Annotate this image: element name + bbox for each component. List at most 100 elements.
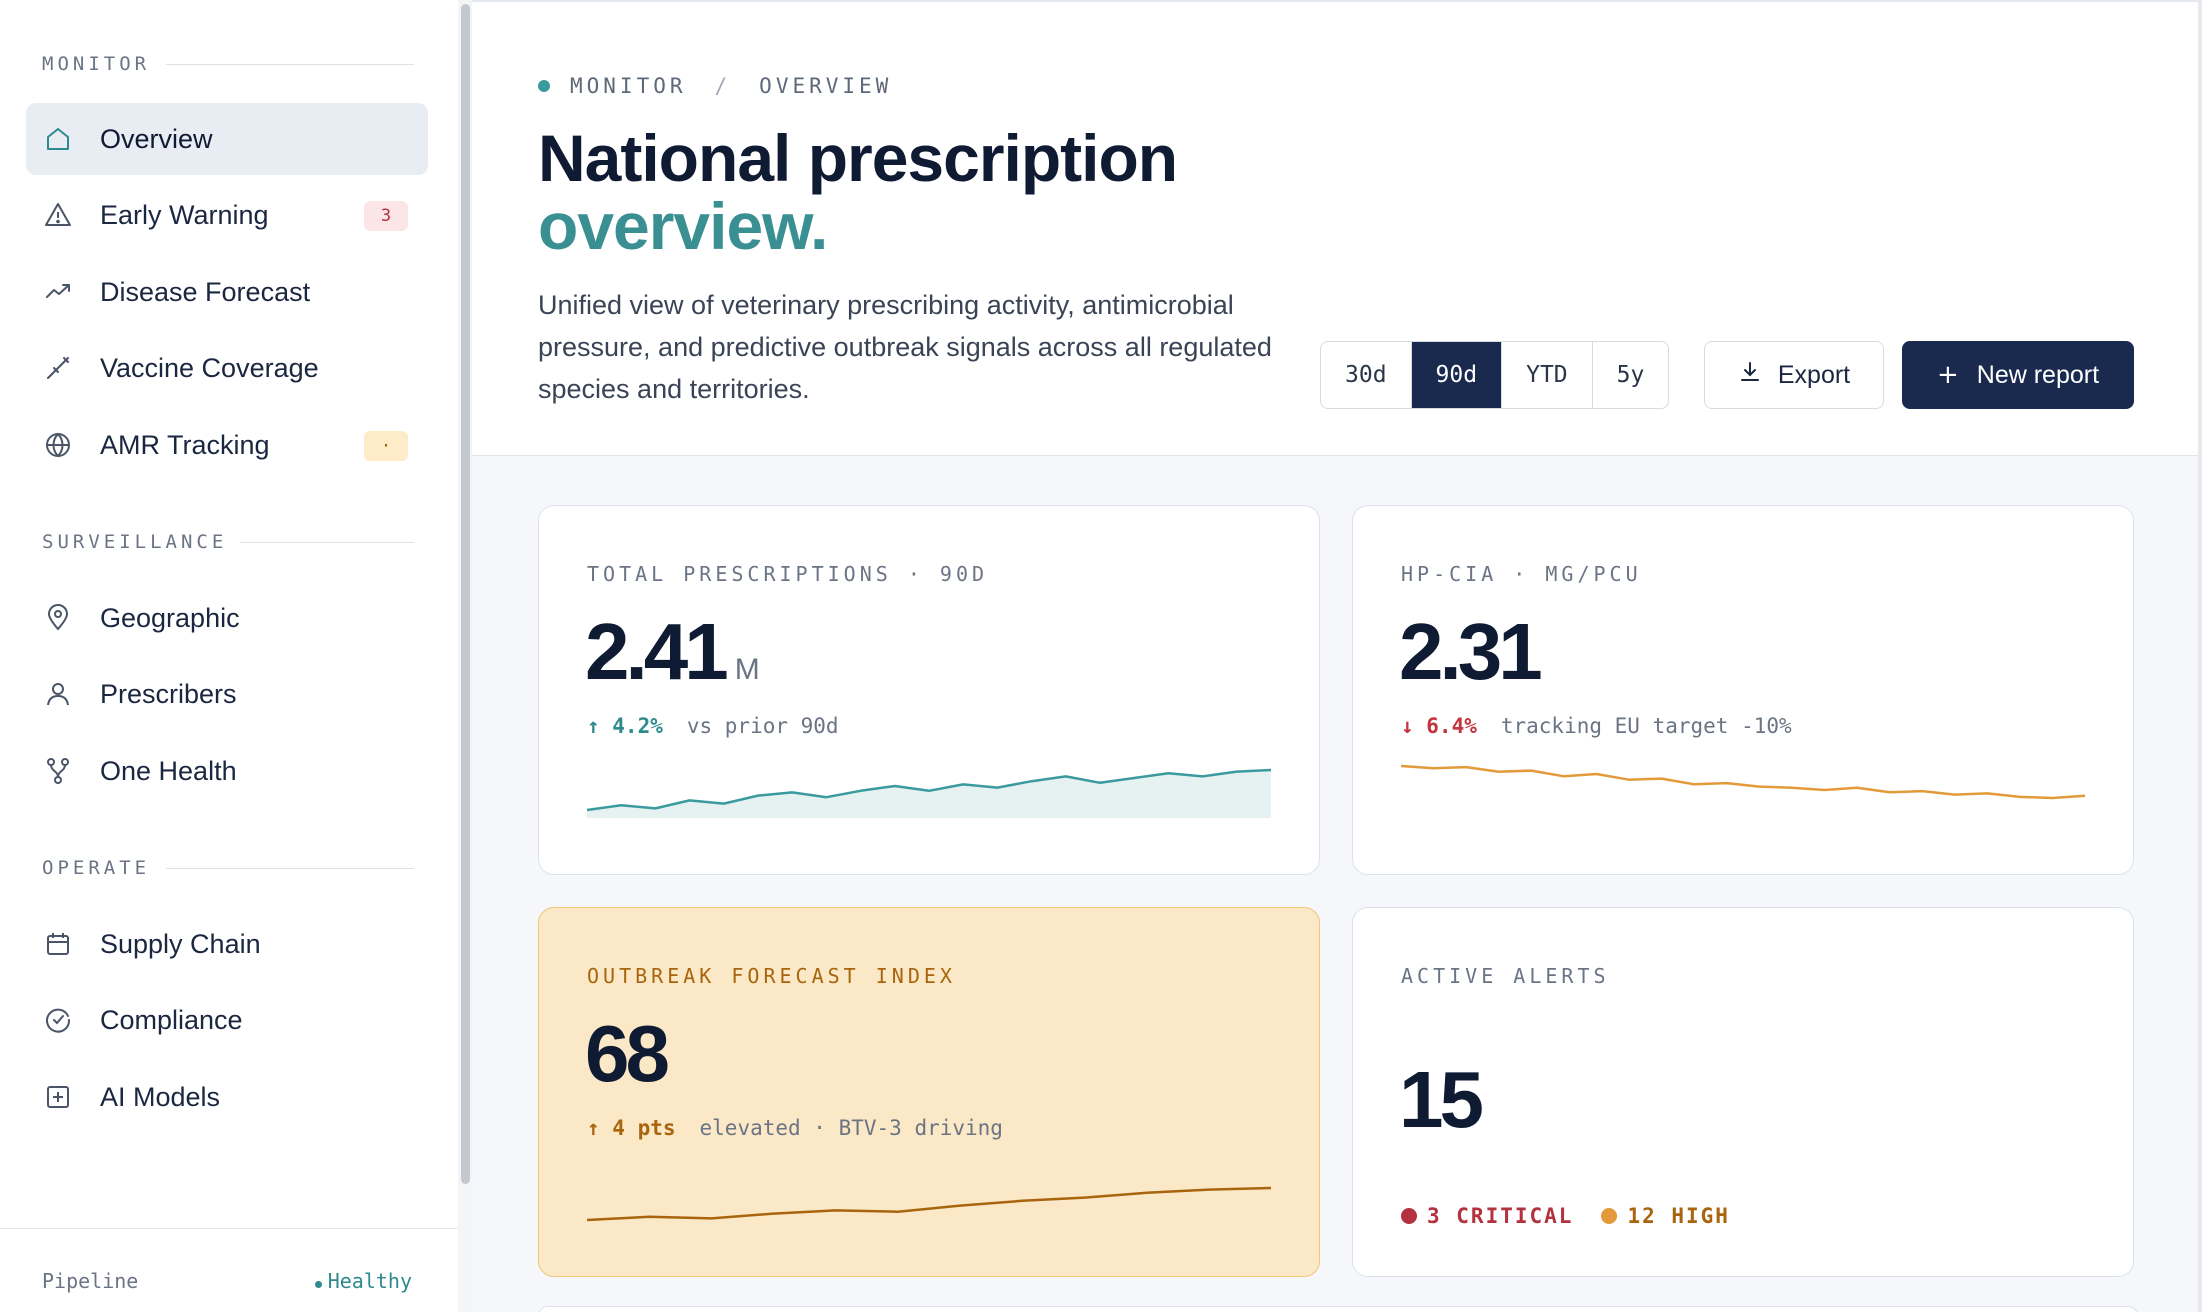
sparkline-area [587,770,1271,818]
sidebar-item-compliance[interactable]: Compliance [26,984,428,1056]
section-label-monitor: MONITOR [42,53,151,75]
alert-breakdown: 3 CRITICAL 12 HIGH [1401,1204,1730,1228]
card-value-number: 68 [585,1009,670,1098]
new-report-button-label: New report [1976,360,2100,389]
breadcrumb: MONITOR / OVERVIEW [538,70,892,102]
card-value-number: 2.41 [585,607,729,696]
status-dot-icon [314,1280,322,1288]
delta-value: ↓ 6.4% [1401,714,1477,738]
plus-icon: + [1936,360,1959,390]
sparkline-series [587,1186,1271,1222]
new-report-button[interactable]: + New report [1902,341,2134,409]
branch-icon [44,757,72,785]
sidebar-item-ai-models[interactable]: AI Models [26,1061,428,1133]
sparkline-outbreak [587,1186,1271,1222]
delta-note: vs prior 90d [686,714,839,738]
page-subtitle: Unified view of veterinary prescribing a… [538,290,1272,404]
delta-note: tracking EU target -10% [1500,714,1792,738]
high-dot-icon [1601,1208,1618,1224]
export-button[interactable]: Export [1704,341,1884,409]
sidebar: MONITOR Overview Early Warning 3 Disease… [0,0,472,1312]
section-label-operate: OPERATE [42,857,151,879]
card-value: 2.31 [1399,606,1543,698]
section-label-surveillance: SURVEILLANCE [42,531,228,553]
map-pin-icon [44,604,72,632]
sidebar-item-geographic[interactable]: Geographic [26,582,428,654]
sidebar-item-early-warning[interactable]: Early Warning 3 [26,179,428,251]
sidebar-scrollbar-thumb[interactable] [461,4,470,1184]
range-button-5y[interactable]: 5y [1616,362,1645,388]
sidebar-item-supply-chain[interactable]: Supply Chain [26,908,428,980]
sidebar-item-overview[interactable]: Overview [26,103,428,175]
sidebar-item-label: Prescribers [100,679,237,709]
main-content: MONITOR / OVERVIEW National prescription… [472,0,2202,1312]
pipeline-label: Pipeline [42,1269,139,1293]
user-icon [44,680,72,708]
card-label: TOTAL PRESCRIPTIONS · 90D [587,562,989,586]
high-count: 12 HIGH [1627,1204,1730,1228]
metric-card-total-prescriptions[interactable]: TOTAL PRESCRIPTIONS · 90D 2.41 M ↑ 4.2% … [538,505,1320,875]
page-title: National prescription [538,121,1178,195]
delta-value: ↑ 4 pts [587,1116,676,1140]
sidebar-item-label: Early Warning [100,200,269,230]
card-value: 2.41 M [585,606,760,698]
range-button-30d[interactable]: 30d [1321,342,1412,408]
sidebar-footer: Pipeline Healthy [0,1228,458,1312]
sparkline-prescriptions [587,768,1271,818]
sidebar-item-label: AMR Tracking [100,430,270,460]
pipeline-status[interactable]: Healthy [314,1269,412,1293]
sidebar-item-label: Compliance [100,1005,243,1035]
sidebar-item-amr-tracking[interactable]: AMR Tracking · [26,409,428,481]
sidebar-item-label: Vaccine Coverage [100,353,319,383]
sidebar-item-disease-forecast[interactable]: Disease Forecast [26,256,428,328]
pipeline-status-text: Healthy [327,1269,412,1293]
calendar-icon [44,930,72,958]
card-value: 15 [1399,1054,1484,1146]
critical-alerts-chip[interactable]: 3 CRITICAL [1401,1204,1573,1228]
sparkline-series [1401,764,2085,800]
sparkline-hpcia [1401,764,2085,800]
breadcrumb-item-overview: OVERVIEW [759,74,893,98]
sidebar-item-vaccine-coverage[interactable]: Vaccine Coverage [26,332,428,404]
sidebar-item-label: Geographic [100,603,240,633]
sidebar-item-label: AI Models [100,1082,221,1112]
sidebar-item-label: One Health [100,756,237,786]
divider [166,868,414,869]
high-alerts-chip[interactable]: 12 HIGH [1601,1204,1730,1228]
delta-note: elevated · BTV-3 driving [699,1116,1003,1140]
card-label: OUTBREAK FORECAST INDEX [587,964,956,988]
card-value-number: 2.31 [1399,607,1543,696]
card-delta: ↑ 4 pts elevated · BTV-3 driving [587,1116,1003,1140]
breadcrumb-separator: / [714,74,732,98]
syringe-icon [44,354,72,382]
sidebar-item-one-health[interactable]: One Health [26,735,428,807]
warning-icon [44,201,72,229]
card-value: 68 [585,1008,670,1100]
status-badge: · [364,431,408,461]
card-label: ACTIVE ALERTS [1401,964,1610,988]
card-delta: ↓ 6.4% tracking EU target -10% [1401,714,1792,738]
breadcrumb-dot-icon [538,80,550,92]
globe-icon [44,431,72,459]
sidebar-item-label: Disease Forecast [100,277,311,307]
trending-up-icon [44,278,72,306]
page-header: MONITOR / OVERVIEW National prescription… [472,0,2202,456]
card-delta: ↑ 4.2% vs prior 90d [587,714,839,738]
divider [166,64,414,65]
check-circle-icon [44,1006,72,1034]
sidebar-item-label: Overview [100,124,213,154]
breadcrumb-item-monitor[interactable]: MONITOR [570,74,687,98]
metric-card-hpcia[interactable]: HP-CIA · MG/PCU 2.31 ↓ 6.4% tracking EU … [1352,505,2134,875]
export-button-label: Export [1777,360,1851,389]
sidebar-item-prescribers[interactable]: Prescribers [26,658,428,730]
range-button-90d[interactable]: 90d [1411,342,1503,408]
card-label: HP-CIA · MG/PCU [1401,562,1642,586]
metric-card-partial [538,1306,2138,1312]
card-value-number: 15 [1399,1055,1484,1144]
metric-card-outbreak-forecast[interactable]: OUTBREAK FORECAST INDEX 68 ↑ 4 pts eleva… [538,907,1320,1277]
divider [240,542,414,543]
metric-card-active-alerts[interactable]: ACTIVE ALERTS 15 3 CRITICAL 12 HIGH [1352,907,2134,1277]
critical-count: 3 CRITICAL [1427,1204,1574,1228]
range-button-ytd[interactable]: YTD [1502,342,1593,408]
delta-value: ↑ 4.2% [587,714,663,738]
